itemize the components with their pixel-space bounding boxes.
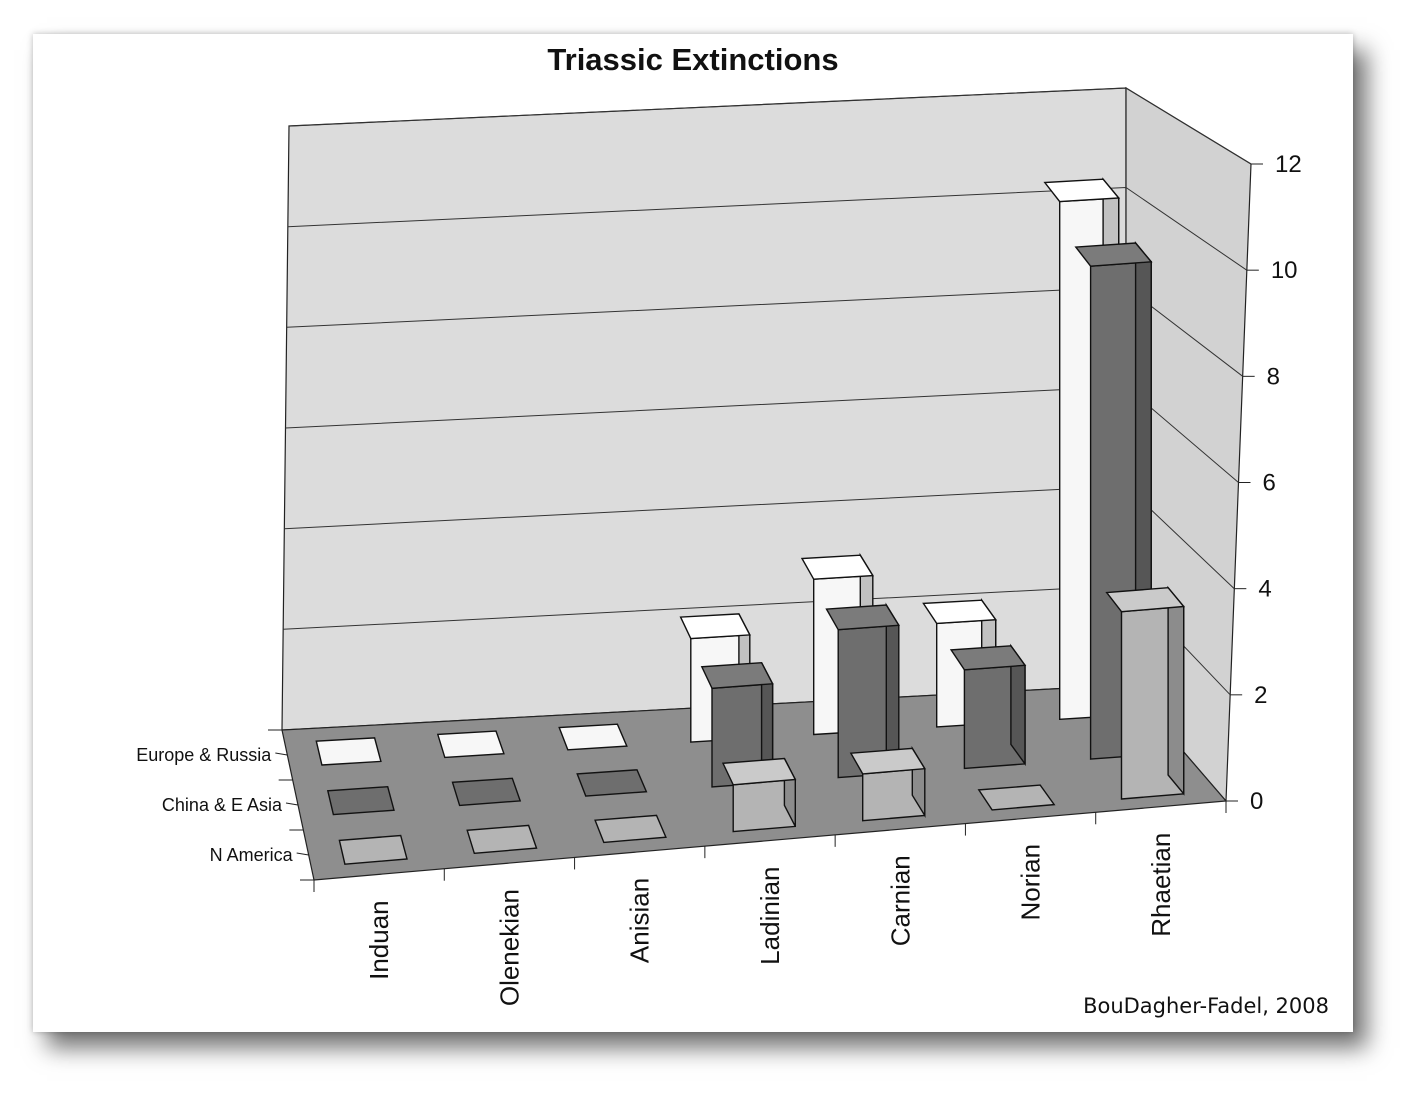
bar: [326, 785, 395, 816]
bar: [451, 777, 522, 807]
bar: [721, 757, 797, 833]
y-tick-label: 10: [1271, 257, 1298, 284]
bar-top-face: [800, 554, 875, 580]
category-label: Norian: [1016, 844, 1046, 921]
bar-zero-marker: [977, 784, 1056, 811]
series-label: Europe & Russia: [136, 745, 272, 765]
x-axis: Induan Olenekian Anisian Ladinian Carnian Nor…: [313, 801, 1227, 1006]
category-label: Olenekian: [494, 889, 524, 1006]
figure-card: Triassic Extinctions 0 2 4 6 8 10 12 Europe & …: [33, 34, 1353, 1032]
bar-top-face: [679, 613, 751, 640]
bar: [576, 769, 648, 797]
gridline: [287, 186, 1248, 271]
bar-top-face: [700, 661, 774, 690]
bar-side-face: [1167, 585, 1185, 796]
bar-zero-marker: [576, 769, 648, 797]
series-tick: [296, 852, 309, 856]
category-label: Rhaetian: [1146, 833, 1176, 937]
y-axis: 0 2 4 6 8 10 12: [1226, 151, 1302, 815]
bar-top-face: [949, 645, 1027, 671]
bar: [338, 834, 408, 865]
bar-top-face: [922, 599, 998, 625]
bar-zero-marker: [326, 785, 395, 816]
series-axis: Europe & Russia China & E Asia N America: [136, 729, 314, 881]
bar: [1105, 585, 1186, 800]
chart-title: Triassic Extinctions: [547, 42, 838, 77]
bar-top-face: [825, 604, 901, 631]
y-tick-label: 2: [1254, 682, 1267, 709]
credit-text: BouDagher-Fadel, 2008: [1083, 994, 1329, 1018]
bar-zero-marker: [436, 730, 505, 759]
bars: [315, 177, 1186, 865]
bar-zero-marker: [466, 824, 538, 855]
y-tick-label: 4: [1258, 576, 1271, 603]
bar-zero-marker: [315, 737, 382, 766]
gridline: [288, 87, 1252, 165]
series-label: N America: [210, 845, 294, 865]
bar-zero-marker: [594, 814, 667, 844]
bar-top-face: [721, 757, 797, 786]
bar-top-face: [1074, 242, 1153, 267]
bar: [949, 643, 1027, 770]
y-tick-label: 8: [1267, 363, 1280, 390]
bar-top-face: [1105, 586, 1186, 613]
bar-side-face: [885, 602, 900, 776]
category-label: Carnian: [885, 855, 915, 946]
series-tick: [285, 802, 299, 806]
bar: [977, 784, 1056, 811]
y-tick-label: 12: [1275, 151, 1302, 178]
bar: [558, 723, 628, 751]
series-label: China & E Asia: [162, 795, 283, 815]
bar: [315, 737, 382, 766]
bar-top-face: [1043, 178, 1121, 203]
series-tick: [275, 752, 288, 756]
bar-zero-marker: [338, 834, 408, 865]
y-tick-label: 0: [1250, 788, 1263, 815]
category-label: Anisian: [625, 878, 655, 963]
bar: [436, 730, 505, 759]
chart: Triassic Extinctions 0 2 4 6 8 10 12 Europe & …: [136, 42, 1329, 1018]
bar-top-face: [849, 747, 926, 775]
category-label: Ladinian: [755, 867, 785, 965]
bar-zero-marker: [558, 723, 628, 751]
bar: [849, 745, 926, 822]
bar: [594, 814, 667, 844]
y-tick-label: 6: [1263, 470, 1276, 497]
bar-zero-marker: [451, 777, 522, 807]
bar: [466, 824, 538, 855]
category-label: Induan: [364, 900, 394, 980]
